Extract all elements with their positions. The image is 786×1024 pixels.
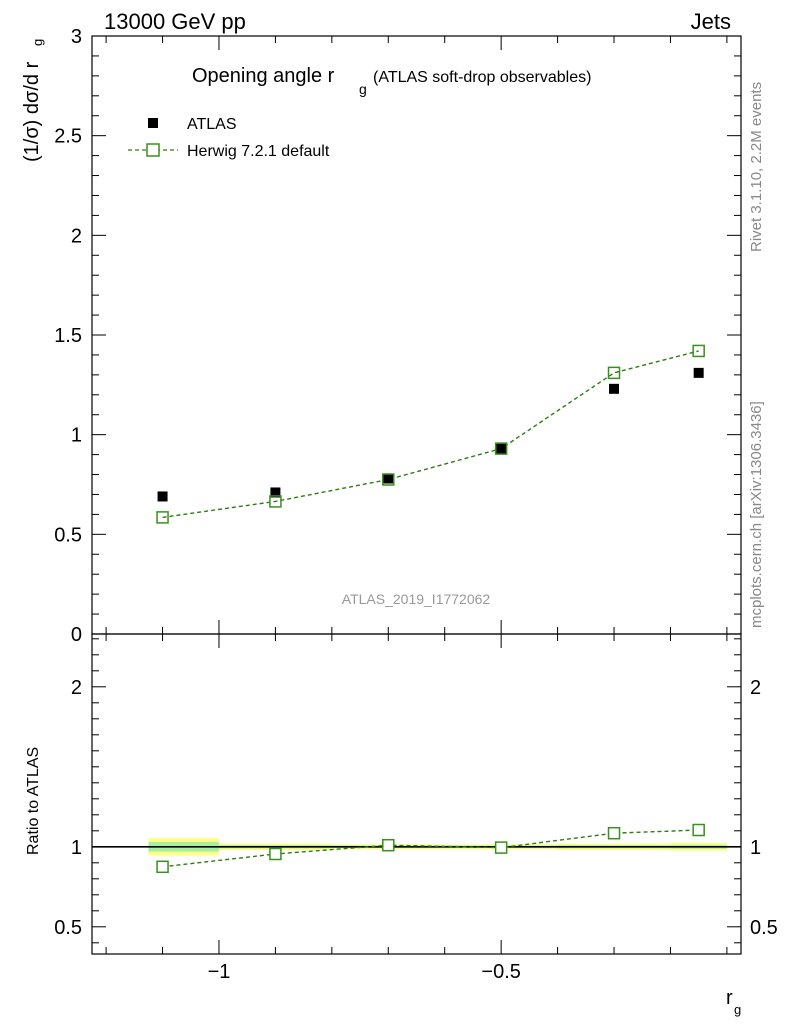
chart-title-main: Opening angle r bbox=[192, 65, 335, 87]
ratio-panel: −1 −0.5 0.5 0.5 1 1 2 2 Ratio to ATLAS bbox=[25, 633, 778, 983]
data-point bbox=[157, 491, 168, 502]
x-tick-label: −0.5 bbox=[481, 961, 520, 983]
mc-point bbox=[494, 442, 508, 455]
upper-plot-area bbox=[156, 344, 705, 524]
ratio-y-tick-label: 0.5 bbox=[54, 917, 82, 939]
ratio-y-tick-label: 2 bbox=[71, 677, 82, 699]
legend-marker-mc bbox=[146, 143, 160, 157]
ratio-point bbox=[156, 860, 169, 874]
header-left: 13000 GeV pp bbox=[104, 9, 246, 34]
legend: ATLAS Herwig 7.2.1 default bbox=[128, 116, 330, 160]
chart-title-sub: g bbox=[359, 81, 367, 97]
y-tick-label: 1 bbox=[71, 425, 82, 447]
mc-point bbox=[269, 495, 282, 508]
ratio-y-tick-label-right: 2 bbox=[750, 677, 761, 699]
y-tick-label: 0.5 bbox=[54, 524, 82, 546]
mc-point bbox=[607, 366, 621, 380]
ratio-point bbox=[607, 826, 621, 840]
legend-marker-atlas bbox=[148, 118, 158, 128]
legend-label-atlas: ATLAS bbox=[187, 116, 237, 133]
mc-point bbox=[692, 344, 705, 358]
ratio-plot-area bbox=[92, 823, 741, 874]
data-point bbox=[693, 367, 704, 378]
header-right: Jets bbox=[691, 9, 731, 34]
chart-title-suffix: (ATLAS soft-drop observables) bbox=[373, 69, 591, 86]
upper-panel: 0.5 1 1.5 2 2.5 3 0 Opening angle r g (ATLAS s… bbox=[21, 26, 742, 646]
mc-line bbox=[162, 350, 699, 519]
ratio-y-tick-label-right: 1 bbox=[750, 837, 761, 859]
ratio-y-tick-label: 1 bbox=[71, 837, 82, 859]
ratio-y-axis-label: Ratio to ATLAS bbox=[25, 747, 42, 855]
data-point bbox=[496, 443, 507, 454]
y-tick-label: 2 bbox=[71, 225, 82, 247]
ratio-axis-ticks: −1 −0.5 0.5 0.5 1 1 2 2 bbox=[54, 634, 778, 983]
rivet-version-label: Rivet 3.1.10, 2.2M events bbox=[748, 82, 765, 252]
y-tick-label: 2.5 bbox=[54, 126, 82, 148]
mc-point bbox=[382, 473, 395, 486]
ratio-y-tick-label-right: 0.5 bbox=[750, 917, 778, 939]
y-axis-label: (1/σ) dσ/d r bbox=[21, 61, 43, 162]
mc-point bbox=[156, 511, 169, 524]
legend-label-mc: Herwig 7.2.1 default bbox=[187, 143, 330, 160]
ratio-point bbox=[382, 838, 395, 852]
x-tick-label: −1 bbox=[208, 961, 231, 983]
data-point bbox=[383, 473, 394, 484]
ratio-point bbox=[692, 823, 705, 837]
analysis-label: ATLAS_2019_I1772062 bbox=[342, 591, 491, 607]
data-point bbox=[609, 383, 620, 394]
mcplots-label: mcplots.cern.ch [arXiv:1306.3436] bbox=[748, 401, 765, 628]
y-tick-label: 0 bbox=[71, 624, 82, 646]
ratio-line bbox=[162, 829, 699, 868]
ratio-frame bbox=[91, 633, 742, 955]
ratio-point bbox=[494, 841, 508, 854]
x-axis-label: r bbox=[726, 987, 733, 1009]
y-axis-label-sub: g bbox=[30, 39, 45, 46]
upper-axis-ticks: 0.5 1 1.5 2 2.5 3 0 bbox=[54, 26, 741, 646]
data-point bbox=[270, 487, 281, 498]
y-tick-label: 1.5 bbox=[54, 325, 82, 347]
chart-title: Opening angle r bbox=[192, 65, 335, 87]
y-tick-label: 3 bbox=[71, 26, 82, 48]
ratio-point bbox=[269, 847, 282, 861]
x-axis-label-sub: g bbox=[734, 1002, 741, 1017]
